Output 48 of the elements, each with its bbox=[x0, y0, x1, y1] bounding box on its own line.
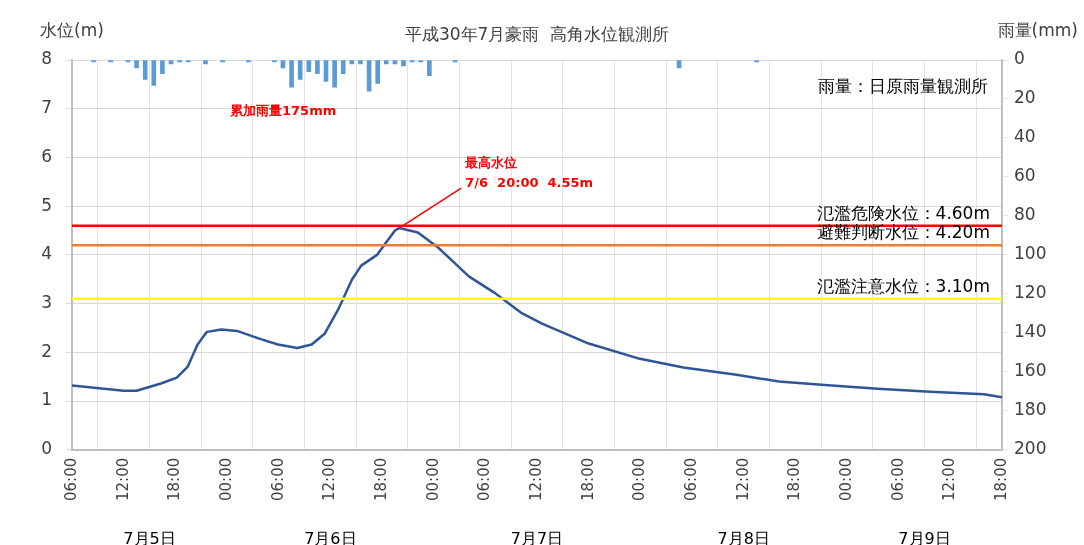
y2-tick-label: 120 bbox=[1014, 282, 1047, 303]
y2-tick-label: 60 bbox=[1014, 165, 1036, 186]
x-tick-label: 06:00 bbox=[475, 457, 494, 502]
x-tick-label: 06:00 bbox=[681, 457, 700, 502]
y2-tick-label: 160 bbox=[1014, 360, 1047, 381]
x-tick-label: 12:00 bbox=[733, 457, 752, 502]
ref-line-label: 避難判断水位：4.20m bbox=[816, 222, 990, 243]
y-tick-label: 2 bbox=[41, 340, 52, 361]
x-tick-label: 00:00 bbox=[836, 457, 855, 502]
y-tick-label: 7 bbox=[41, 97, 52, 118]
y2-axis-title: 雨量(mm) bbox=[997, 20, 1078, 41]
y2-tick-label: 200 bbox=[1014, 438, 1047, 459]
x-tick-label: 12:00 bbox=[320, 457, 339, 502]
annotation: 最高水位 7/6 20:00 4.55m bbox=[464, 155, 594, 191]
y2-tick-label: 140 bbox=[1014, 321, 1047, 342]
ref-line-label: 氾濫注意水位：3.10m bbox=[816, 275, 990, 296]
y-tick-label: 8 bbox=[41, 48, 52, 69]
y2-tick-label: 180 bbox=[1014, 399, 1047, 420]
y-tick-label: 1 bbox=[41, 389, 52, 410]
x-tick-label: 12:00 bbox=[113, 457, 132, 502]
x-tick-label: 18:00 bbox=[991, 457, 1010, 502]
x-tick-label: 06:00 bbox=[61, 457, 80, 502]
x-tick-label: 06:00 bbox=[268, 457, 287, 502]
y2-tick-label: 20 bbox=[1014, 87, 1036, 108]
y2-tick-label: 40 bbox=[1014, 126, 1036, 147]
ref-line-label: 氾濫危険水位：4.60m bbox=[816, 202, 990, 223]
y-tick-label: 0 bbox=[41, 438, 52, 459]
y-tick-label: 6 bbox=[41, 145, 52, 166]
y-tick-label: 3 bbox=[41, 292, 52, 313]
y-tick-label: 4 bbox=[41, 243, 52, 264]
y-axis-title: 水位(m) bbox=[40, 20, 104, 41]
x-tick-label: 12:00 bbox=[526, 457, 545, 502]
y2-tick-label: 100 bbox=[1014, 243, 1047, 264]
x-tick-label: 12:00 bbox=[940, 457, 959, 502]
x-tick-label: 00:00 bbox=[423, 457, 442, 502]
x-tick-label: 18:00 bbox=[165, 457, 184, 502]
x-tick-label: 00:00 bbox=[216, 457, 235, 502]
x-tick-label: 18:00 bbox=[371, 457, 390, 502]
chart-title: 平成30年7月豪雨 高角水位観測所 bbox=[404, 24, 670, 45]
y2-tick-label: 80 bbox=[1014, 204, 1036, 225]
annotation: 雨量：日原雨量観測所 bbox=[818, 76, 988, 97]
y2-tick-label: 0 bbox=[1014, 48, 1025, 69]
y-tick-label: 5 bbox=[41, 194, 52, 215]
x-tick-label: 00:00 bbox=[630, 457, 649, 502]
annotation: 累加雨量175mm bbox=[229, 103, 337, 119]
x-tick-label: 18:00 bbox=[578, 457, 597, 502]
x-tick-label: 18:00 bbox=[785, 457, 804, 502]
x-tick-label: 06:00 bbox=[888, 457, 907, 502]
